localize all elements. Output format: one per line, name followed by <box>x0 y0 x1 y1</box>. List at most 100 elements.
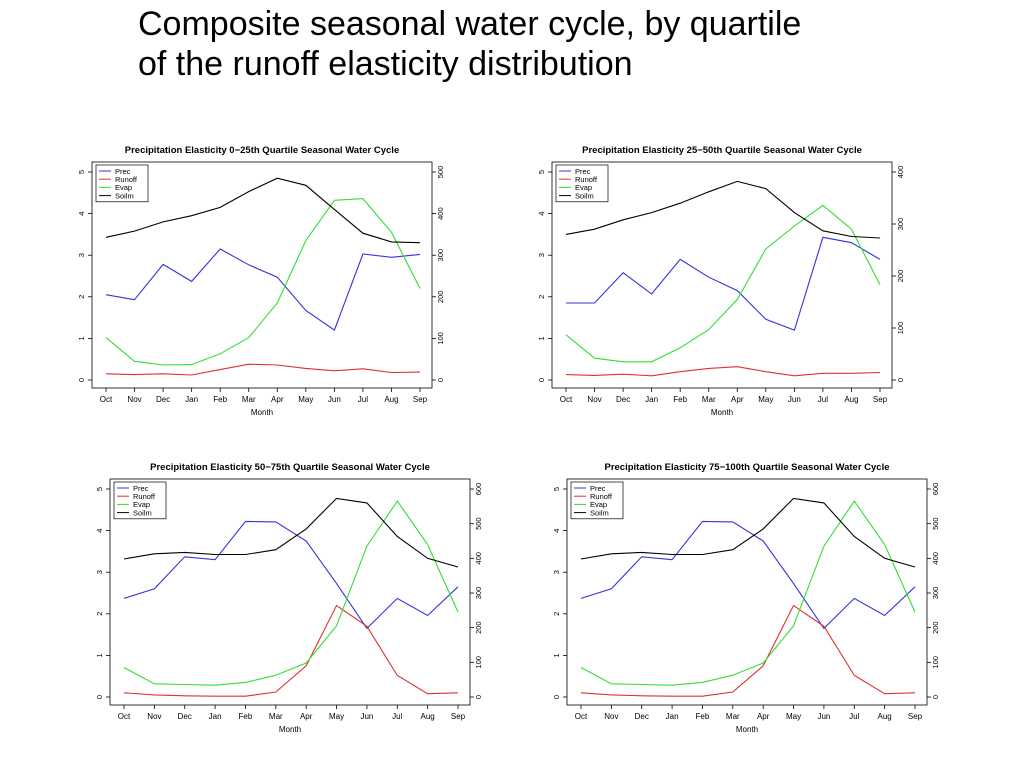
x-tick-label: Jul <box>818 395 828 404</box>
y2-tick-label: 400 <box>474 552 483 565</box>
legend-label-evap: Evap <box>133 500 150 509</box>
y2-tick-label: 400 <box>436 207 445 220</box>
y2-tick-label: 300 <box>931 587 940 600</box>
x-tick-label: Jun <box>788 395 801 404</box>
series-line-evap <box>580 500 916 686</box>
x-tick-label: Oct <box>100 395 113 404</box>
legend-label-soilm: Soilm <box>133 508 152 517</box>
y2-tick-label: 200 <box>896 270 905 283</box>
x-tick-label: Apr <box>731 395 744 404</box>
series-line-runoff <box>105 363 421 376</box>
x-tick-label: Jan <box>209 712 222 721</box>
y2-tick-label: 500 <box>931 517 940 530</box>
y2-tick-label: 0 <box>931 695 940 699</box>
x-tick-label: Jul <box>358 395 368 404</box>
x-tick-label: Sep <box>413 395 428 404</box>
y-tick-label: 4 <box>537 212 546 216</box>
x-tick-label: Aug <box>844 395 858 404</box>
x-tick-label: Mar <box>242 395 256 404</box>
y2-tick-label: 400 <box>896 166 905 179</box>
legend-label-evap: Evap <box>115 183 132 192</box>
legend-label-prec: Prec <box>115 167 131 176</box>
x-tick-label: Dec <box>156 395 170 404</box>
y-tick-label: 1 <box>95 653 104 657</box>
x-tick-label: Dec <box>178 712 192 721</box>
x-tick-label: Feb <box>696 712 710 721</box>
y2-tick-label: 0 <box>896 378 905 382</box>
y-tick-label: 4 <box>77 212 86 216</box>
x-tick-label: Sep <box>908 712 923 721</box>
y-tick-label: 2 <box>537 295 546 299</box>
chart-title: Precipitation Elasticity 75−100th Quarti… <box>604 462 889 473</box>
chart-q3: Precipitation Elasticity 50−75th Quartil… <box>95 462 483 734</box>
x-tick-label: Jun <box>328 395 341 404</box>
y-tick-label: 0 <box>537 378 546 382</box>
legend-label-runoff: Runoff <box>590 492 613 501</box>
x-tick-label: Jul <box>849 712 859 721</box>
legend-label-runoff: Runoff <box>133 492 156 501</box>
x-tick-label: Mar <box>269 712 283 721</box>
x-tick-label: Feb <box>673 395 687 404</box>
x-tick-label: Aug <box>384 395 398 404</box>
y-tick-label: 3 <box>95 570 104 574</box>
y-tick-label: 4 <box>95 529 104 533</box>
y2-tick-label: 500 <box>474 517 483 530</box>
y-tick-label: 5 <box>77 170 86 174</box>
x-tick-label: Oct <box>575 712 588 721</box>
legend-label-soilm: Soilm <box>575 191 594 200</box>
plot-frame <box>551 161 893 389</box>
plot-frame <box>91 161 433 389</box>
y-tick-label: 3 <box>552 570 561 574</box>
y2-tick-label: 0 <box>474 695 483 699</box>
series-line-evap <box>123 500 459 686</box>
y2-tick-label: 300 <box>896 218 905 231</box>
y2-tick-label: 100 <box>896 322 905 335</box>
x-tick-label: Jun <box>817 712 830 721</box>
y-tick-label: 2 <box>552 612 561 616</box>
chart-title: Precipitation Elasticity 25−50th Quartil… <box>582 145 862 156</box>
x-tick-label: Jan <box>185 395 198 404</box>
legend-label-prec: Prec <box>590 484 606 493</box>
x-tick-label: Aug <box>878 712 892 721</box>
slide-title: Composite seasonal water cycle, by quart… <box>138 4 958 84</box>
x-tick-label: Dec <box>616 395 630 404</box>
x-tick-label: Apr <box>757 712 770 721</box>
y2-tick-label: 600 <box>931 483 940 496</box>
y-tick-label: 0 <box>77 378 86 382</box>
y-tick-label: 0 <box>552 695 561 699</box>
x-tick-label: Mar <box>726 712 740 721</box>
y2-tick-label: 100 <box>474 656 483 669</box>
slide-title-line-2: of the runoff elasticity distribution <box>138 45 633 83</box>
x-tick-label: Nov <box>604 712 618 721</box>
x-tick-label: Oct <box>118 712 131 721</box>
y-tick-label: 2 <box>77 295 86 299</box>
series-line-prec <box>580 520 916 630</box>
y2-tick-label: 200 <box>474 621 483 634</box>
y-tick-label: 1 <box>537 336 546 340</box>
y2-tick-label: 300 <box>474 587 483 600</box>
series-line-soilm <box>580 497 916 568</box>
legend-label-evap: Evap <box>575 183 592 192</box>
chart-panel-q2: Precipitation Elasticity 25−50th Quartil… <box>530 138 930 438</box>
y-tick-label: 3 <box>537 253 546 257</box>
legend-label-runoff: Runoff <box>575 175 598 184</box>
y-tick-label: 3 <box>77 253 86 257</box>
y-tick-label: 1 <box>552 653 561 657</box>
x-axis-label: Month <box>251 408 273 417</box>
x-tick-label: May <box>329 712 344 721</box>
chart-panel-q4: Precipitation Elasticity 75−100th Quarti… <box>545 455 945 755</box>
x-axis-label: Month <box>711 408 733 417</box>
y2-tick-label: 0 <box>436 378 445 382</box>
x-tick-label: Sep <box>451 712 466 721</box>
x-axis-label: Month <box>279 725 301 734</box>
chart-q1: Precipitation Elasticity 0−25th Quartile… <box>77 145 445 417</box>
series-line-runoff <box>123 604 459 697</box>
x-tick-label: May <box>298 395 313 404</box>
y-tick-label: 0 <box>95 695 104 699</box>
series-line-soilm <box>565 180 881 239</box>
series-line-prec <box>105 248 421 331</box>
slide-title-line-1: Composite seasonal water cycle, by quart… <box>138 5 802 43</box>
x-tick-label: Dec <box>635 712 649 721</box>
series-line-prec <box>566 236 881 331</box>
legend-label-soilm: Soilm <box>590 508 609 517</box>
